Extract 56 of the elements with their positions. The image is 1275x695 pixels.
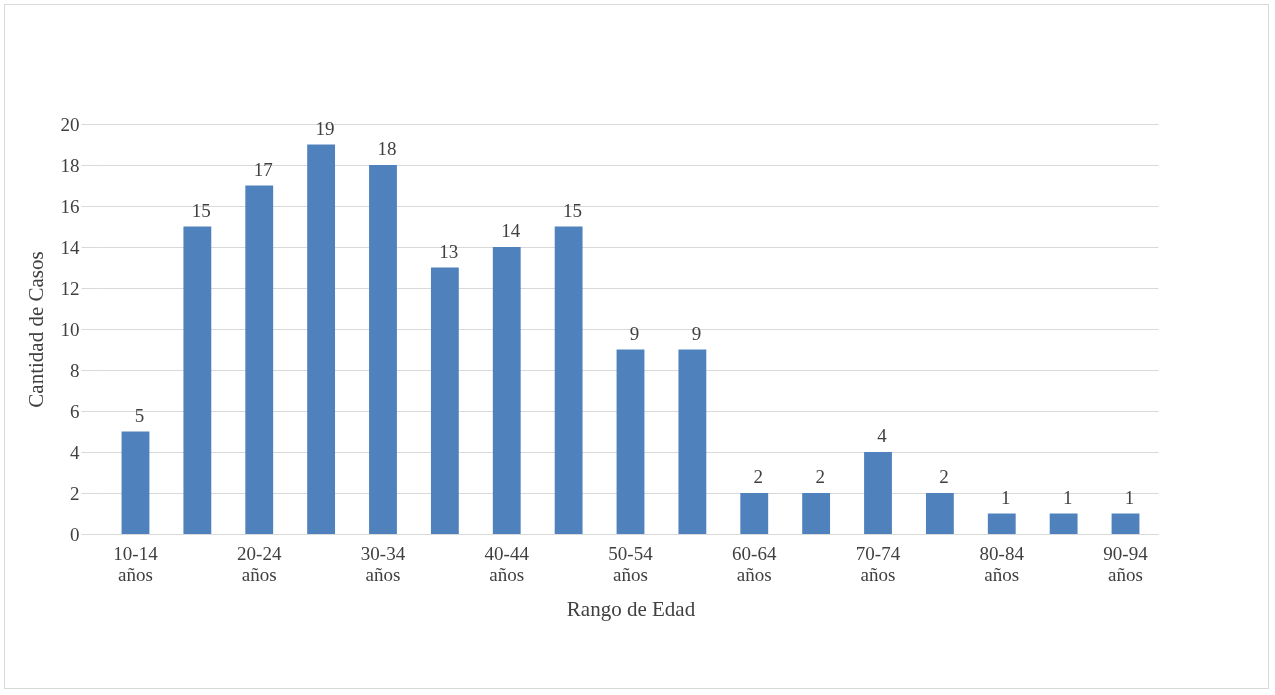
y-tick-label: 10	[60, 318, 80, 340]
data-label: 1	[1062, 486, 1073, 508]
x-tick-label: 50-54 años	[608, 542, 654, 585]
y-tick-label: 0	[70, 523, 80, 545]
bar	[183, 226, 212, 534]
bar	[616, 349, 645, 534]
data-label: 17	[253, 158, 273, 180]
x-tick-label: 60-64 años	[732, 542, 777, 585]
bar	[121, 431, 150, 534]
y-tick-label: 6	[70, 400, 80, 422]
y-tick-label: 8	[70, 359, 80, 381]
bar	[369, 165, 397, 534]
y-tick-label: 12	[60, 277, 80, 299]
data-label: 15	[563, 199, 583, 221]
data-label: 15	[191, 199, 211, 221]
data-label: 5	[134, 404, 145, 426]
bar	[864, 452, 892, 534]
data-label: 13	[439, 240, 459, 262]
bar	[987, 513, 1016, 534]
bar	[307, 144, 336, 534]
x-tick-label: 40-44 años	[484, 542, 530, 585]
data-label: 1	[1124, 486, 1135, 508]
y-tick-label: 16	[60, 195, 80, 217]
bar	[430, 267, 459, 534]
x-tick-label: 30-34 años	[360, 542, 406, 585]
data-label: 9	[629, 322, 640, 344]
data-label: 9	[691, 322, 702, 344]
y-tick-label: 18	[60, 154, 80, 176]
data-label: 14	[501, 220, 521, 241]
y-tick-label: 14	[60, 236, 80, 258]
bar	[554, 226, 583, 534]
data-label: 2	[815, 466, 825, 487]
data-label: 2	[939, 466, 949, 487]
y-axis-title: Cantidad de Casos	[23, 251, 48, 408]
x-tick-label: 20-24 años	[237, 542, 282, 585]
bar	[1111, 513, 1140, 534]
data-label: 19	[315, 117, 335, 139]
bar	[1049, 513, 1078, 534]
bar	[492, 247, 521, 534]
data-label: 2	[753, 466, 763, 487]
data-label: 4	[877, 425, 888, 446]
data-label: 1	[1001, 486, 1011, 508]
bar	[678, 349, 707, 534]
bar	[245, 185, 274, 534]
x-tick-label: 80-84 años	[979, 542, 1025, 585]
bar	[802, 493, 831, 534]
y-tick-label: 20	[60, 113, 80, 135]
x-tick-label: 70-74 años	[855, 542, 901, 585]
y-tick-label: 4	[70, 441, 80, 463]
x-tick-label: 90-94 años	[1103, 542, 1149, 585]
x-tick-label: 10-14 años	[113, 542, 159, 585]
bar	[925, 493, 954, 534]
bar	[740, 493, 769, 534]
x-axis-title: Rango de Edad	[566, 596, 696, 621]
data-label: 18	[377, 138, 397, 159]
y-tick-label: 2	[70, 482, 80, 504]
